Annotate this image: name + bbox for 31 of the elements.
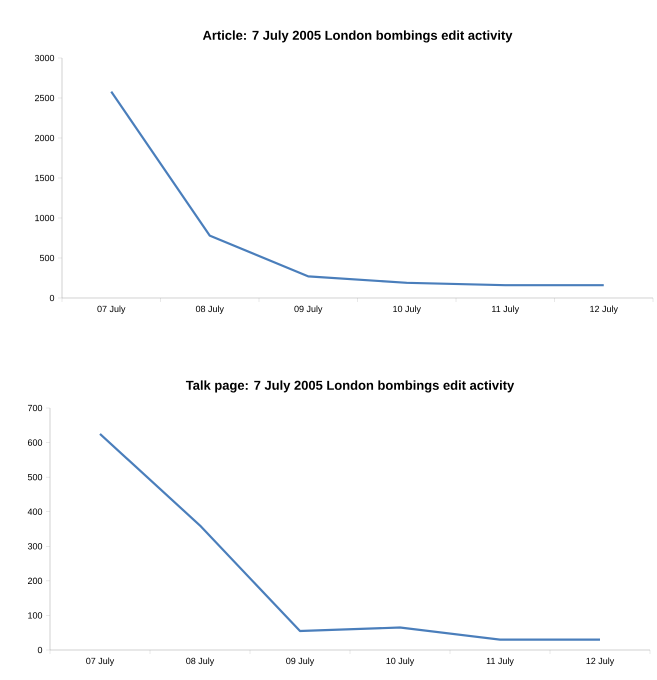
x-tick-label: 08 July [186,658,214,666]
x-tick-label: 11 July [492,306,520,314]
y-tick-label: 2500 [34,94,54,102]
x-tick-label: 10 July [393,306,421,314]
line-series [98,432,602,641]
y-tick-label: 600 [28,439,42,446]
x-tick-label: 11 July [486,658,514,666]
x-tick-label: 07 July [86,658,114,666]
x-tick-label: 08 July [196,306,224,314]
y-tick-label: 0 [50,294,54,302]
y-tick-label: 200 [28,578,42,584]
x-tick-label: 09 July [286,658,314,666]
x-tick-label: 07 July [97,306,126,314]
y-tick-label: 500 [40,254,54,262]
x-tick-label: 09 July [294,306,322,314]
y-tick-label: 500 [28,474,42,480]
chart-title: Article: 7 July 2005 London bombings edit activity [202,30,512,42]
y-tick-label: 100 [28,612,42,619]
y-tick-label: 300 [28,543,42,550]
y-tick-label: 0 [38,646,42,654]
y-tick-label: 1500 [35,174,54,182]
line-series [110,90,605,286]
x-tick-label: 10 July [386,658,414,666]
x-tick-label: 12 July [586,658,614,666]
chart-title: Talk page: 7 July 2005 London bombings edit activity [186,380,514,393]
y-tick-label: 400 [28,508,42,515]
y-tick-label: 1000 [35,214,54,222]
y-tick-label: 2000 [34,134,54,142]
y-tick-label: 3000 [34,54,54,62]
y-tick-label: 700 [28,404,42,412]
x-tick-label: 12 July [590,306,618,314]
